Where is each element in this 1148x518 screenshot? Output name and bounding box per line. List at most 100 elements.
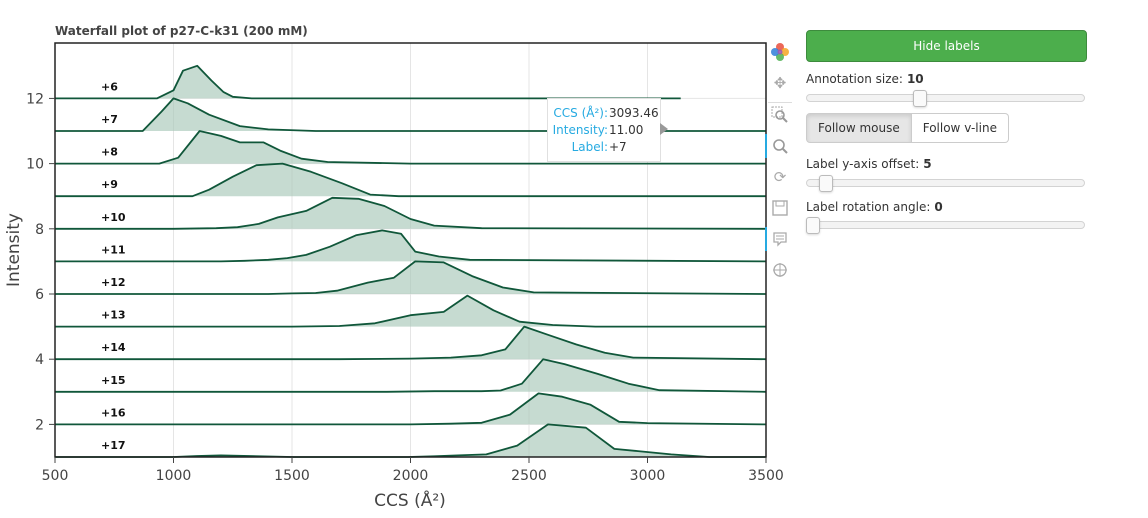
x-axis-label: CCS (Å²) — [374, 489, 446, 511]
series-line — [55, 358, 767, 393]
series-+12 — [55, 260, 767, 295]
series-+6 — [55, 64, 681, 100]
label-rotation-value: 0 — [934, 200, 943, 214]
series-line — [55, 196, 767, 230]
series-+17 — [55, 423, 766, 458]
series-+9 — [55, 162, 766, 198]
tooltip-key: Label: — [571, 140, 608, 154]
ion-label: +14 — [101, 341, 126, 354]
tooltip-key: Intensity: — [552, 123, 608, 137]
x-tick-label: 500 — [42, 468, 69, 484]
series-area — [55, 326, 766, 360]
annotation-size-label: Annotation size: — [806, 72, 903, 86]
series-+15 — [55, 358, 767, 393]
hover-tooltip: CCS (Å²): 3093.46 Intensity: 11.00 Label… — [547, 98, 661, 162]
slider-handle[interactable] — [912, 90, 927, 107]
y-tick-label: 8 — [35, 222, 44, 238]
label-offset-title: Label y-axis offset: 5 — [806, 157, 932, 171]
ion-label: +17 — [101, 439, 126, 452]
series-line — [55, 64, 681, 100]
series-area — [55, 393, 766, 425]
series-area — [55, 295, 766, 327]
series-area — [55, 261, 766, 294]
wheel-zoom-icon[interactable] — [765, 134, 792, 158]
follow-vline-button[interactable]: Follow v-line — [911, 113, 1009, 143]
x-tick-label: 1500 — [274, 468, 310, 484]
series-line — [55, 294, 766, 328]
series-area — [55, 359, 766, 392]
series-+8 — [55, 130, 766, 165]
slider-handle[interactable] — [806, 217, 820, 234]
follow-mouse-button[interactable]: Follow mouse — [806, 113, 912, 143]
reset-icon[interactable]: ⟳ — [773, 168, 787, 186]
series-area — [55, 163, 766, 197]
series-line — [55, 325, 767, 361]
annotation-size-title: Annotation size: 10 — [806, 72, 924, 86]
series-line — [55, 423, 766, 458]
series-line — [55, 260, 767, 295]
y-tick-label: 4 — [35, 352, 44, 368]
tooltip-value: 3093.46 — [609, 106, 659, 120]
ion-labels: +6 +7 +8 +9 +10 +11 +12 +13 +14 +15 +16 +17 — [101, 80, 126, 452]
ion-label: +7 — [101, 113, 118, 126]
series-line — [55, 97, 766, 132]
ion-label: +9 — [101, 178, 118, 191]
series-line — [55, 162, 766, 198]
series-line — [55, 130, 766, 165]
series-+13 — [55, 294, 766, 328]
y-axis-label: Intensity — [4, 213, 24, 287]
series-area — [55, 98, 766, 131]
series-line — [55, 392, 767, 426]
x-tick-label: 3000 — [630, 468, 666, 484]
x-tick-label: 2500 — [511, 468, 547, 484]
chart-title: Waterfall plot of p27-C-k31 (200 mM) — [55, 24, 308, 38]
series-+14 — [55, 325, 767, 361]
hide-labels-button[interactable]: Hide labels — [806, 30, 1087, 62]
series-+7 — [55, 97, 766, 132]
slider-handle[interactable] — [819, 175, 834, 192]
chart-toolbar: ✥ ⟳ — [765, 40, 794, 289]
box-zoom-icon[interactable] — [768, 102, 792, 127]
label-rotation-slider[interactable] — [806, 217, 1085, 234]
annotation-size-value: 10 — [906, 72, 924, 86]
series-area — [55, 424, 766, 457]
series-area — [55, 131, 766, 164]
ion-label: +6 — [101, 80, 118, 93]
label-offset-slider[interactable] — [806, 175, 1085, 192]
bokeh-logo-icon[interactable] — [768, 40, 792, 64]
tooltip-value: +7 — [609, 140, 627, 154]
label-offset-value: 5 — [923, 157, 932, 171]
ion-label: +11 — [101, 243, 126, 256]
pan-icon[interactable]: ✥ — [773, 74, 787, 92]
y-axis: 2 4 6 8 10 12 — [26, 91, 55, 433]
ion-label: +10 — [101, 211, 126, 224]
series-+10 — [55, 196, 767, 230]
crosshair-icon[interactable] — [768, 258, 792, 282]
series-layer — [55, 64, 767, 458]
follow-mode-group: Follow mouse Follow v-line — [806, 113, 1009, 143]
annotation-size-slider[interactable] — [806, 90, 1085, 107]
ion-label: +12 — [101, 276, 126, 289]
y-tick-label: 10 — [26, 157, 44, 173]
x-tick-label: 1000 — [156, 468, 192, 484]
ion-label: +13 — [101, 309, 126, 322]
x-tick-label: 2000 — [393, 468, 429, 484]
series-+11 — [55, 229, 767, 263]
x-axis: 500 1000 1500 2000 2500 3000 3500 — [42, 457, 784, 484]
tooltip-key: CCS (Å²): — [553, 106, 608, 120]
x-tick-label: 3500 — [748, 468, 784, 484]
ion-label: +16 — [101, 406, 126, 419]
ion-label: +15 — [101, 374, 126, 387]
series-line — [55, 229, 767, 263]
save-icon[interactable] — [768, 196, 792, 220]
y-tick-label: 6 — [35, 287, 44, 303]
tooltip-arrow — [660, 123, 668, 135]
label-offset-label: Label y-axis offset: — [806, 157, 920, 171]
y-tick-label: 2 — [35, 417, 44, 433]
label-rotation-label: Label rotation angle: — [806, 200, 931, 214]
series-area — [55, 65, 681, 99]
label-rotation-title: Label rotation angle: 0 — [806, 200, 943, 214]
hover-icon[interactable] — [765, 227, 792, 251]
ion-label: +8 — [101, 146, 118, 159]
